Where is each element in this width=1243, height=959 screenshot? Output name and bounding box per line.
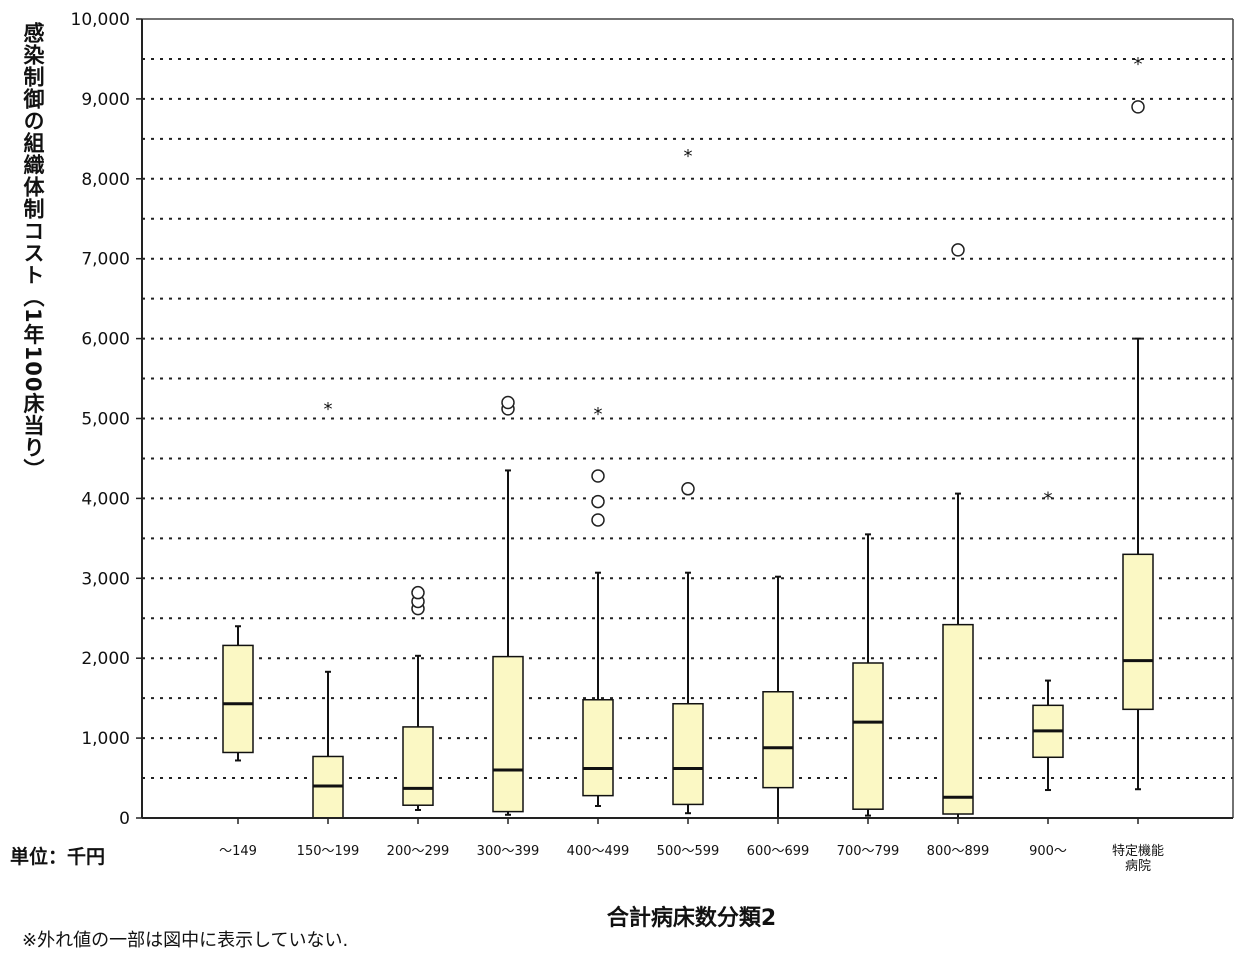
box xyxy=(942,623,974,815)
outlier-point xyxy=(1131,100,1145,114)
x-tick-label-line: ～149 xyxy=(219,844,257,859)
y-tick-label: 5,000 xyxy=(81,410,130,430)
x-tick-label: 700～799 xyxy=(837,844,900,859)
x-tick-label-line: 400～499 xyxy=(567,844,630,859)
box-group: * xyxy=(1122,54,1154,791)
unit-label: 単位：千円 xyxy=(10,846,106,868)
y-axis-label: 感染制御の組織体制コスト（1年100床当り） xyxy=(21,22,45,481)
x-tick-label: 800～899 xyxy=(927,844,990,859)
box xyxy=(672,702,704,806)
x-tick-label: 300～399 xyxy=(477,844,540,859)
x-tick-label-line: 600～699 xyxy=(747,844,810,859)
x-tick-label-line: 200～299 xyxy=(387,844,450,859)
box-group: * xyxy=(312,399,344,819)
box-group xyxy=(852,533,884,817)
y-tick-label: 7,000 xyxy=(81,250,130,270)
y-tick-label: 2,000 xyxy=(81,649,130,669)
x-tick-label: 400～499 xyxy=(567,844,630,859)
extreme-point: * xyxy=(684,146,693,167)
box xyxy=(762,691,794,789)
x-tick-label-line: 900～ xyxy=(1029,844,1067,859)
x-tick-label: 200～299 xyxy=(387,844,450,859)
box-group xyxy=(222,625,254,762)
box xyxy=(582,698,614,797)
x-tick-label: 500～599 xyxy=(657,844,720,859)
x-tick-label-line: 700～799 xyxy=(837,844,900,859)
y-tick-label: 4,000 xyxy=(81,489,130,509)
x-tick-label-line: 病院 xyxy=(1125,859,1151,874)
extreme-point: * xyxy=(594,404,603,425)
box-group xyxy=(762,575,794,819)
footnote: ※外れ値の一部は図中に表示していない. xyxy=(22,930,349,951)
x-tick-label-line: 800～899 xyxy=(927,844,990,859)
grid-lines xyxy=(142,57,1233,780)
box-group: * xyxy=(1032,489,1064,792)
outlier-point xyxy=(681,482,695,496)
y-tick-label: 0 xyxy=(119,809,130,829)
box-group xyxy=(492,395,524,816)
x-tick-label: 600～699 xyxy=(747,844,810,859)
y-tick-label: 3,000 xyxy=(81,569,130,589)
box xyxy=(852,662,884,810)
y-tick-label: 6,000 xyxy=(81,330,130,350)
x-tick-label: 150～199 xyxy=(297,844,360,859)
box-group: * xyxy=(672,146,704,815)
x-tick-label: 900～ xyxy=(1029,844,1067,859)
plot-area: * * * * * xyxy=(222,54,1154,819)
x-axis-label: 合計病床数分類2 xyxy=(606,906,777,931)
box-group xyxy=(402,585,434,812)
outlier-point xyxy=(501,395,515,410)
extreme-point: * xyxy=(324,399,333,420)
x-tick-label-line: 150～199 xyxy=(297,844,360,859)
x-axis: ～149 150～199 200～299 300～399 400～499 500～599 6… xyxy=(142,817,1233,874)
outlier-point xyxy=(591,513,605,527)
y-tick-label: 10,000 xyxy=(71,10,130,30)
x-tick-label-line: 特定機能 xyxy=(1112,844,1164,859)
y-tick-label: 9,000 xyxy=(81,90,130,110)
y-tick-label: 1,000 xyxy=(81,729,130,749)
y-tick-label: 8,000 xyxy=(81,170,130,190)
outlier-point xyxy=(591,469,605,483)
box xyxy=(1122,553,1154,711)
box xyxy=(222,644,254,754)
x-tick-label: ～149 xyxy=(219,844,257,859)
outlier-point xyxy=(591,494,605,509)
y-axis: 0 1,000 2,000 3,000 4,000 5,000 6,000 7,000 8,00… xyxy=(71,10,1234,829)
box xyxy=(492,655,524,813)
extreme-point: * xyxy=(1134,54,1143,75)
extreme-point: * xyxy=(1044,489,1053,510)
outlier-point xyxy=(411,585,425,600)
outlier-point xyxy=(951,243,965,257)
x-tick-label-line: 500～599 xyxy=(657,844,720,859)
box-group xyxy=(942,243,974,819)
box-group: * xyxy=(582,404,614,808)
box xyxy=(402,726,434,806)
x-tick-label: 特定機能病院 xyxy=(1112,844,1164,874)
x-tick-label-line: 300～399 xyxy=(477,844,540,859)
